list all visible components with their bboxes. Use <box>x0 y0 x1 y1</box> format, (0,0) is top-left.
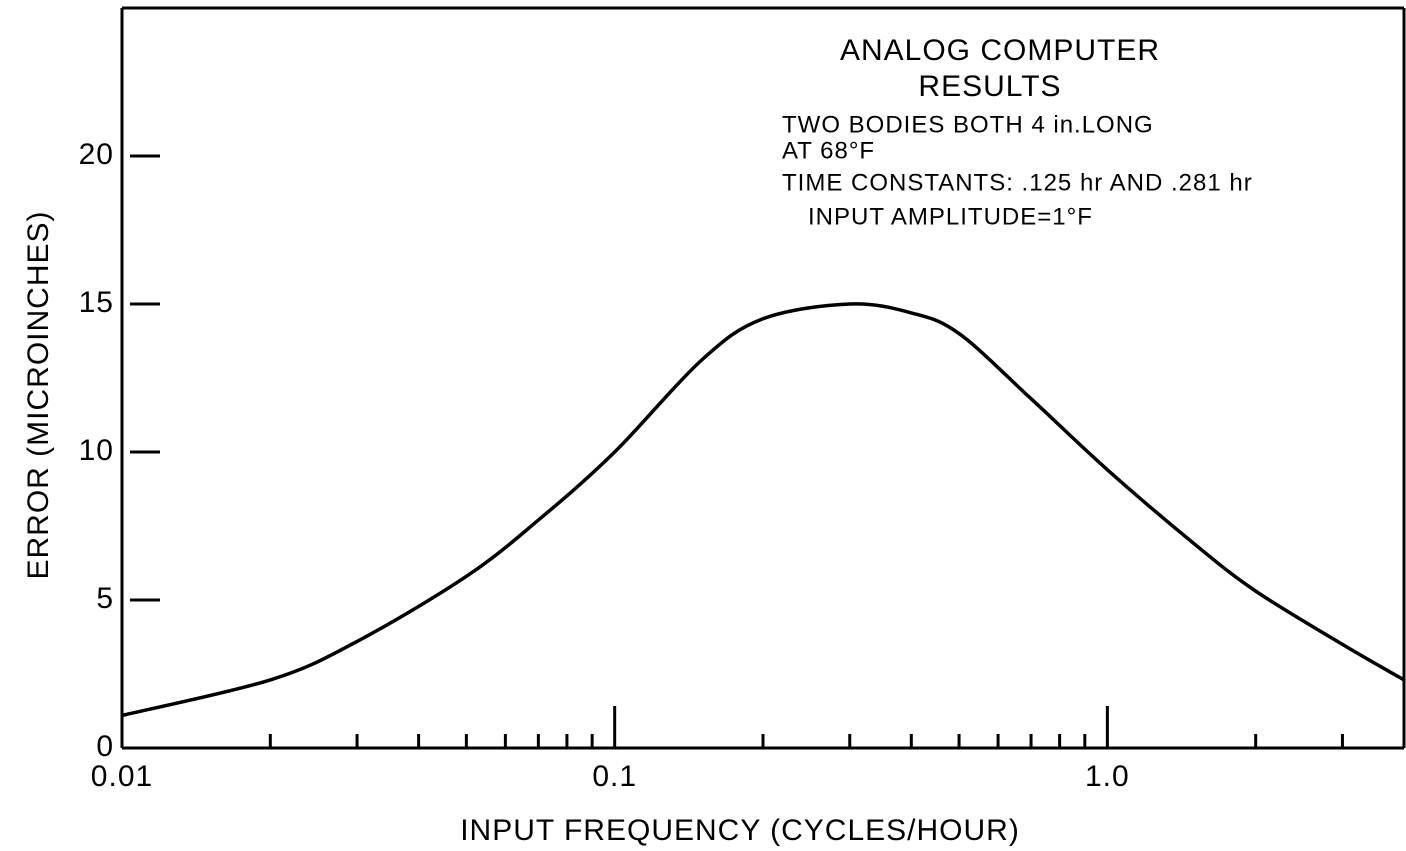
x-tick-label: 0.1 <box>592 760 637 793</box>
chart-title: RESULTS <box>918 70 1061 103</box>
annotation: TWO BODIES BOTH 4 in.LONG <box>782 111 1154 138</box>
annotation: AT 68°F <box>782 137 875 164</box>
x-tick-label: 0.01 <box>91 760 153 793</box>
y-axis-label: ERROR (MICROINCHES) <box>22 211 55 580</box>
y-tick-label: 20 <box>79 138 114 171</box>
y-tick-label: 15 <box>79 286 114 319</box>
x-tick-label: 1.0 <box>1085 760 1130 793</box>
y-tick-label: 0 <box>96 730 114 763</box>
chart-title: ANALOG COMPUTER <box>840 34 1160 67</box>
x-axis-label: INPUT FREQUENCY (CYCLES/HOUR) <box>460 814 1020 847</box>
data-line <box>121 302 1405 718</box>
y-tick-label: 5 <box>96 582 114 615</box>
annotation: INPUT AMPLITUDE=1°F <box>808 203 1093 230</box>
annotation: TIME CONSTANTS: .125 hr AND .281 hr <box>782 169 1253 196</box>
y-tick-label: 10 <box>79 434 114 467</box>
